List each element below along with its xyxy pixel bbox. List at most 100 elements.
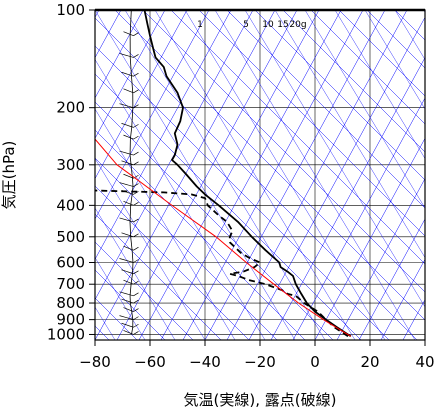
wind-barb: [121, 232, 134, 238]
adiabat-line: [254, 10, 425, 181]
adiabat-line: [95, 157, 278, 340]
adiabat-line: [95, 45, 390, 340]
isotherm-line: [95, 10, 188, 180]
wind-barb: [133, 331, 139, 335]
wind-barb: [123, 279, 134, 285]
grid-layer: [89, 9, 426, 346]
wind-barb: [121, 322, 134, 328]
background-lines: [95, 10, 425, 340]
y-tick-label: 500: [56, 228, 85, 246]
adiabat-line: [244, 10, 425, 308]
plot-area: [95, 10, 425, 340]
wind-barb: [123, 245, 134, 251]
isotherm-line: [314, 137, 425, 340]
wind-barb: [119, 291, 134, 297]
isotherm-line: [204, 10, 386, 340]
adiabat-line: [95, 17, 418, 340]
wind-barb: [133, 89, 139, 94]
wind-barb: [133, 191, 139, 195]
wind-barb: [123, 201, 134, 206]
y-axis-title: 気圧(hPa): [0, 141, 18, 210]
adiabat-line: [424, 10, 425, 11]
adiabat-line: [95, 158, 206, 340]
isotherm-line: [380, 258, 425, 340]
y-tick-label: 1000: [47, 325, 85, 343]
wind-barb: [119, 103, 134, 109]
temperature-line: [143, 10, 352, 338]
isotherm-line: [270, 57, 425, 340]
y-tick-label: 300: [56, 156, 85, 174]
adiabat-line: [274, 10, 425, 258]
wind-barb: [133, 135, 139, 140]
adiabat-line: [304, 10, 425, 209]
adiabat-line: [198, 10, 425, 237]
adiabat-line: [282, 10, 425, 153]
isotherm-line: [292, 97, 425, 340]
wind-barb: [123, 173, 134, 179]
wind-barb: [133, 233, 139, 238]
wind-barb: [119, 258, 134, 263]
adiabat-line: [95, 185, 250, 340]
x-tick-label: −80: [79, 353, 111, 371]
adiabat-line: [95, 207, 176, 340]
wind-barb: [121, 298, 134, 304]
frame-layer: [94, 8, 426, 341]
parcel-line: [95, 138, 352, 337]
adiabat-line: [334, 10, 425, 159]
isotherm-line: [424, 339, 425, 340]
wind-barb: [119, 53, 134, 58]
wind-barb: [133, 202, 139, 206]
wind-barb: [119, 315, 134, 320]
wind-barb: [123, 134, 134, 140]
wind-barb: [121, 160, 134, 166]
adiabat-line: [95, 108, 236, 340]
isotherm-line: [358, 218, 425, 340]
wind-barb: [133, 308, 139, 312]
y-tick-label: 600: [56, 253, 85, 271]
isotherm-line: [248, 16, 425, 340]
wind-barb: [133, 151, 139, 156]
wind-barb: [133, 259, 139, 263]
mixing-ratio-label: 15: [277, 20, 288, 30]
wind-barb: [133, 72, 139, 77]
adiabat-line: [364, 10, 425, 110]
wind-barb: [119, 217, 134, 223]
y-tick-label: 200: [56, 99, 85, 117]
adiabat-line: [95, 59, 266, 340]
wind-barb: [123, 330, 134, 335]
wind-barb: [133, 246, 139, 251]
x-axis-title: 気温(実線), 露点(破線): [184, 391, 337, 409]
y-tick-label: 700: [56, 275, 85, 293]
wind-barb: [123, 31, 134, 37]
wind-barb: [123, 307, 134, 312]
adiabat-line: [95, 10, 296, 340]
isotherm-line: [95, 10, 276, 340]
wind-barb: [133, 218, 139, 223]
isotherm-line: [160, 10, 342, 340]
x-tick-label: 20: [360, 353, 379, 371]
mixing-ratio-label: 20g: [289, 20, 306, 30]
isotherm-line: [95, 10, 254, 301]
y-tick-label: 900: [56, 311, 85, 329]
x-tick-label: −60: [134, 353, 166, 371]
wind-barb: [133, 54, 139, 58]
adiabat-line: [114, 10, 425, 321]
adiabat-line: [310, 10, 425, 125]
isotherm-line: [182, 10, 364, 340]
adiabat-line: [338, 10, 425, 97]
mixing-ratio-label: 1: [197, 20, 203, 30]
adiabat-line: [366, 10, 425, 69]
adiabat-line: [95, 129, 306, 340]
adiabat-line: [95, 73, 362, 340]
adiabat-line: [184, 10, 386, 340]
isotherm-line: [95, 10, 144, 99]
wind-barb: [133, 104, 139, 108]
wind-barb: [133, 280, 139, 285]
x-tick-label: −40: [189, 353, 221, 371]
isotherm-line: [95, 10, 210, 220]
isotherm-line: [95, 10, 232, 260]
mixing-ratio-label: 5: [243, 20, 249, 30]
adiabat-line: [95, 257, 146, 340]
